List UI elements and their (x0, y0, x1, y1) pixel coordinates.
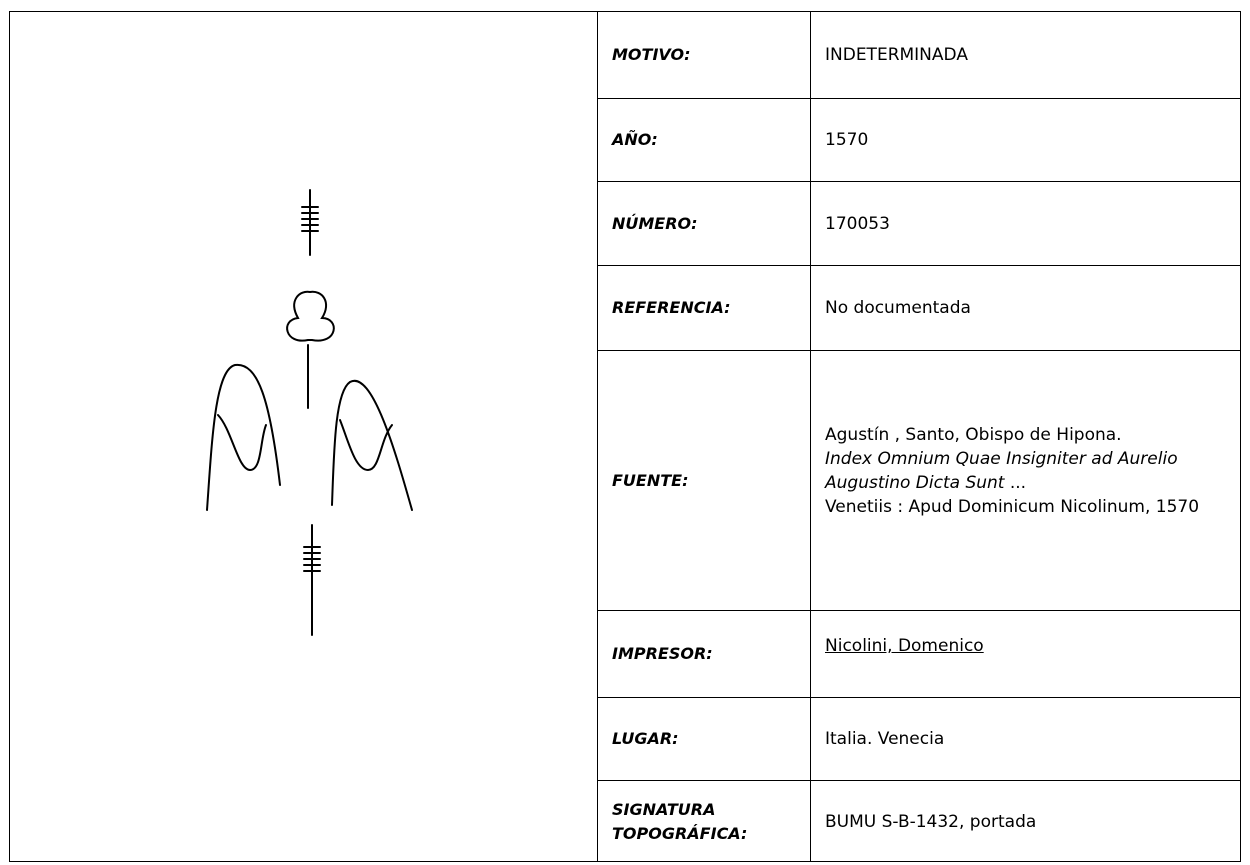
text: Italia. Venecia (825, 729, 945, 749)
row-label: AÑO: (597, 98, 810, 181)
text: Index Omnium Quae Insigniter ad Aurelio … (825, 448, 1178, 493)
row-value: INDETERMINADA (810, 11, 1241, 98)
text: LUGAR: (612, 729, 679, 748)
row-label: SIGNATURA TOPOGRÁFICA: (597, 780, 810, 862)
row-label: REFERENCIA: (597, 265, 810, 350)
text: BUMU S-B-1432, portada (825, 811, 1037, 832)
source-text: Agustín , Santo, Obispo de Hipona. Index … (825, 423, 1229, 539)
text: AÑO: (612, 130, 658, 149)
text: ... (1004, 472, 1027, 493)
text: No documentada (825, 298, 971, 318)
row-label: NÚMERO: (597, 181, 810, 265)
row-value: 170053 (810, 181, 1241, 265)
row-value: 1570 (810, 98, 1241, 181)
text: SIGNATURA TOPOGRÁFICA: (612, 799, 748, 843)
watermark-drawing (206, 189, 413, 636)
row-label: IMPRESOR: (597, 610, 810, 697)
text: REFERENCIA: (612, 298, 731, 317)
text: IMPRESOR: (612, 644, 713, 663)
record-table (9, 11, 1241, 862)
row-value: Nicolini, Domenico (810, 610, 1241, 697)
row-value: BUMU S-B-1432, portada (810, 780, 1241, 862)
row-label: MOTIVO: (597, 11, 810, 98)
text: Venetiis : Apud Dominicum Nicolinum, 157… (825, 496, 1200, 517)
text: NÚMERO: (612, 213, 698, 233)
text: 1570 (825, 130, 869, 150)
row-value: Italia. Venecia (810, 697, 1241, 780)
row-value: No documentada (810, 265, 1241, 350)
text: 170053 (825, 213, 890, 234)
row-label: LUGAR: (597, 697, 810, 780)
row-value: Agustín , Santo, Obispo de Hipona. Index … (810, 350, 1241, 610)
row-label: FUENTE: (597, 350, 810, 610)
text: INDETERMINADA (825, 44, 968, 65)
text: Agustín , Santo, Obispo de Hipona. (825, 424, 1122, 445)
text: FUENTE: (612, 470, 689, 490)
text: MOTIVO: (612, 44, 691, 64)
printer-link[interactable]: Nicolini, Domenico (825, 636, 984, 656)
